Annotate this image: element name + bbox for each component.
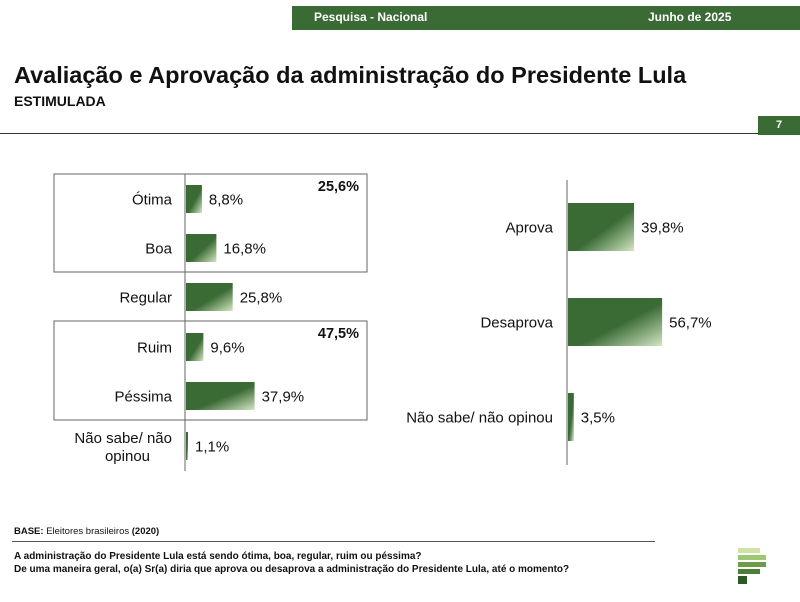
question-2: De uma maneira geral, o(a) Sr(a) diria q… (14, 564, 570, 575)
bar (568, 393, 574, 441)
category-label: Péssima (114, 389, 172, 406)
category-label: Boa (145, 241, 172, 258)
category-label: Desaprova (480, 315, 553, 332)
bar (186, 234, 217, 262)
value-label: 9,6% (210, 340, 244, 357)
survey-label: Pesquisa - Nacional (314, 10, 428, 24)
value-label: 39,8% (641, 220, 684, 237)
page-number-badge: 7 (758, 116, 800, 135)
bar (186, 283, 233, 311)
category-label: Ótima (132, 192, 173, 209)
value-label: 25,8% (240, 290, 283, 307)
group-box (53, 320, 368, 421)
footer-divider (12, 541, 655, 542)
survey-date: Junho de 2025 (648, 10, 732, 24)
base-note: BASE: Eleitores brasileiros (2020) (14, 526, 159, 537)
bar (186, 185, 202, 213)
category-label: Ruim (137, 340, 172, 357)
category-label: opinou (105, 448, 150, 465)
category-label: Aprova (505, 220, 553, 237)
bar (568, 203, 635, 251)
top-bar: Pesquisa - Nacional Junho de 2025 (292, 6, 800, 30)
group-total-label: 25,6% (318, 179, 359, 195)
bar (186, 432, 188, 460)
bar (568, 298, 663, 346)
question-1: A administração do Presidente Lula está … (14, 551, 422, 562)
group-total-label: 47,5% (318, 326, 359, 342)
page-subtitle: ESTIMULADA (14, 93, 106, 109)
base-label: BASE: (14, 526, 44, 537)
value-label: 1,1% (195, 439, 229, 456)
value-label: 8,8% (209, 192, 243, 209)
value-label: 37,9% (262, 389, 305, 406)
value-label: 16,8% (223, 241, 266, 258)
group-box (53, 173, 368, 273)
page-title: Avaliação e Aprovação da administração d… (14, 62, 687, 88)
title-divider (0, 133, 758, 134)
base-text: Eleitores brasileiros (46, 526, 130, 537)
value-label: 56,7% (669, 315, 712, 332)
bar (186, 382, 255, 410)
brand-logo-icon (738, 548, 766, 584)
bar (186, 333, 204, 361)
base-n: (2020) (131, 526, 160, 537)
category-label: Não sabe/ não (74, 430, 172, 447)
category-label: Regular (119, 290, 172, 307)
value-label: 3,5% (581, 410, 615, 427)
category-label: Não sabe/ não opinou (406, 410, 553, 427)
